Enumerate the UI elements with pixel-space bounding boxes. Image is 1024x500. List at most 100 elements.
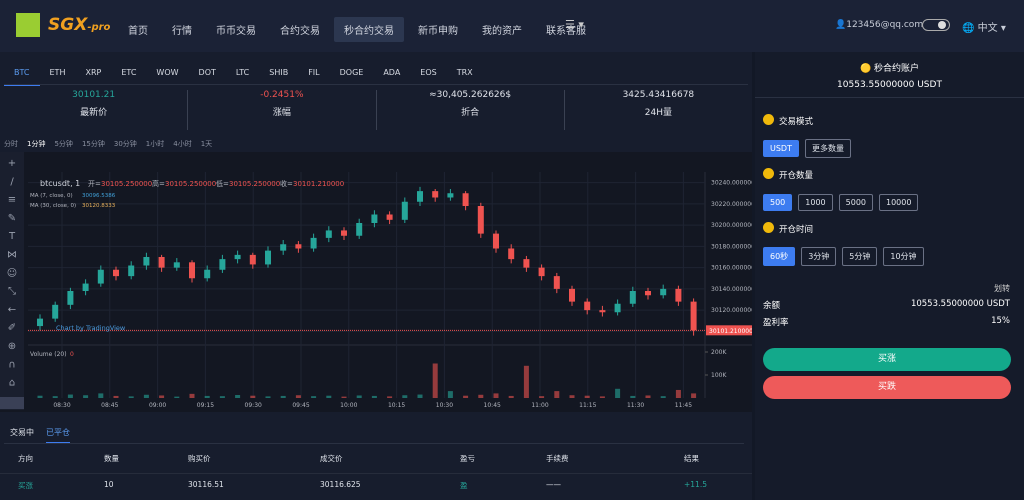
nav-item[interactable]: 币币交易: [216, 26, 256, 37]
coin-tab[interactable]: SHIB: [269, 68, 289, 77]
candle-body: [310, 237, 317, 249]
nav-item[interactable]: 行情: [172, 26, 192, 37]
volume-bar: [523, 365, 529, 398]
coin-tab[interactable]: XRP: [85, 68, 102, 77]
option-button[interactable]: 500: [763, 194, 793, 211]
y-tick-label: 30140.000000: [711, 286, 752, 293]
ohlc-key: 低=: [216, 179, 229, 188]
option-button[interactable]: 5分钟: [842, 247, 878, 266]
order-tab[interactable]: 已平仓: [46, 427, 70, 443]
coin-tab[interactable]: FIL: [308, 68, 320, 77]
coin-tab[interactable]: DOT: [198, 68, 216, 77]
ma-key: MA (30, close, 0): [30, 203, 76, 209]
timeframe[interactable]: 15分钟: [81, 140, 105, 148]
candle-body: [295, 244, 302, 249]
candle-body: [584, 301, 591, 311]
ohlc-value: 30105.250000: [101, 180, 152, 188]
y-tick-label: 30120.000000: [711, 307, 752, 314]
volume-bar: [159, 395, 165, 398]
divider: [4, 443, 744, 444]
option-button[interactable]: USDT: [763, 140, 799, 157]
timeframe[interactable]: 1天: [200, 140, 213, 148]
option-button[interactable]: 1000: [798, 194, 833, 211]
option-button[interactable]: 10分钟: [883, 247, 924, 266]
timeframe[interactable]: 5分钟: [54, 140, 73, 148]
nav-item[interactable]: 合约交易: [280, 26, 320, 37]
toggle[interactable]: [922, 19, 950, 31]
buy-button[interactable]: 买涨: [763, 348, 1011, 371]
row-key: 盈利率: [763, 318, 789, 328]
volume-bar: [204, 395, 210, 398]
x-tick-label: 11:30: [627, 402, 644, 409]
coin-tab[interactable]: TRX: [456, 68, 473, 77]
timeframe[interactable]: 1小时: [145, 140, 165, 148]
sell-button[interactable]: 买跌: [763, 376, 1011, 399]
timeframes: 分时 1分钟 5分钟 15分钟 30分钟 1小时 4小时 1天: [4, 139, 212, 149]
volume-bar: [295, 395, 301, 398]
option-button[interactable]: 3分钟: [801, 247, 837, 266]
header-cell: 方向: [18, 454, 33, 463]
candle-body: [219, 259, 226, 270]
volume-bar: [311, 396, 317, 398]
candle-body: [37, 318, 43, 327]
logo-text: SGX: [48, 15, 88, 35]
nav-item[interactable]: 新币申购: [418, 26, 458, 37]
candle-body: [477, 206, 484, 234]
credit: Chart by TradingView: [56, 324, 126, 332]
order-tab[interactable]: 交易中: [10, 428, 34, 437]
timeframe[interactable]: 分时: [4, 140, 18, 148]
stat: ≈30,405.262626$ 折合: [377, 90, 565, 130]
header-cell: 成交价: [320, 454, 343, 463]
stat-value: -0.2451%: [260, 90, 304, 100]
coin-tab[interactable]: DOGE: [339, 68, 364, 77]
coin-tab[interactable]: LTC: [235, 68, 250, 77]
nav-item[interactable]: 联系客服: [546, 26, 586, 37]
nav-item[interactable]: 我的资产: [482, 26, 522, 37]
volume-key: Volume (20): [30, 351, 67, 358]
timeframe[interactable]: 4小时: [173, 140, 192, 148]
table-header: 方向 数量 购买价 成交价 盈亏 手续费 结果: [0, 453, 752, 473]
ohlc-value: 30105.250000: [165, 180, 216, 188]
user[interactable]: 👤123456@qq.com: [835, 20, 924, 30]
x-tick-label: 08:30: [53, 402, 70, 409]
v-tick-label: 200K: [711, 349, 727, 356]
volume-bar: [235, 395, 241, 398]
nav-item[interactable]: 首页: [128, 26, 148, 37]
option-button[interactable]: 60秒: [763, 247, 796, 266]
coin-tab[interactable]: WOW: [156, 68, 179, 77]
ohlc-key: 收=: [280, 179, 293, 188]
timeframe[interactable]: 30分钟: [113, 140, 137, 148]
volume-bar: [265, 396, 271, 398]
option-button[interactable]: 5000: [838, 194, 873, 211]
candle-body: [113, 269, 119, 277]
logo: SGX-pro: [48, 15, 110, 35]
candle-body: [386, 214, 393, 220]
coin-tab[interactable]: BTC: [4, 64, 40, 86]
table-row: 买涨 10 30116.51 30116.625 盈 —— +11.5: [0, 473, 752, 493]
toolbar: [0, 152, 24, 410]
coin-tab[interactable]: ETH: [49, 68, 66, 77]
check-icon: [763, 168, 774, 179]
last-price-label: 30101.210000: [709, 328, 752, 335]
tool-icon: ≡: [8, 195, 16, 206]
x-tick-label: 11:45: [675, 402, 692, 409]
divider: [755, 97, 1024, 98]
x-tick-label: 10:45: [484, 402, 501, 409]
logo-icon: [16, 13, 40, 37]
more-menu[interactable]: ☰ ▾: [565, 18, 584, 31]
coin-tab[interactable]: ADA: [383, 68, 401, 77]
option-button[interactable]: 更多数量: [804, 139, 851, 158]
volume-bar: [569, 395, 575, 398]
volume-bar: [630, 395, 636, 398]
coin-tab[interactable]: ETC: [121, 68, 137, 77]
lang[interactable]: 🌐 中文 ▾: [962, 23, 1006, 34]
timeframe[interactable]: 1分钟: [27, 140, 46, 148]
transfer-link[interactable]: 划转: [994, 284, 1010, 293]
option-button[interactable]: 10000: [879, 194, 919, 211]
volume-bar: [356, 395, 362, 398]
candle-body: [417, 191, 423, 202]
volume-bar: [189, 393, 195, 398]
order-tabs: 交易中 已平仓: [10, 427, 70, 443]
nav-item[interactable]: 秒合约交易: [334, 17, 404, 42]
coin-tab[interactable]: EOS: [420, 68, 437, 77]
